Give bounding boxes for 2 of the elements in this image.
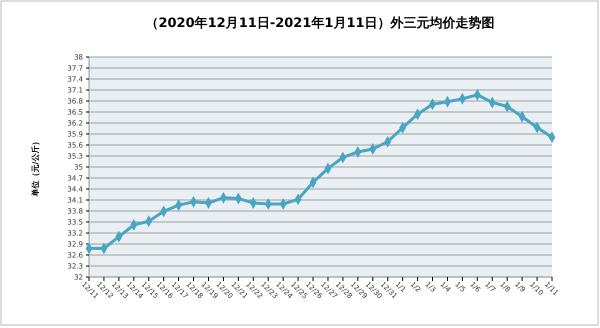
y-axis-title: 单位（元/公斤） [31,138,40,198]
chart-title: （2020年12月11日-2021年1月11日）外三元均价走势图 [145,15,495,31]
